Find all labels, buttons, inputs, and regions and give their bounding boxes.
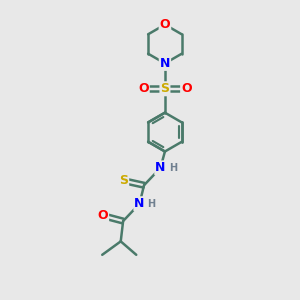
Text: N: N [134,197,145,210]
Text: O: O [181,82,192,95]
Text: N: N [160,57,170,70]
Text: N: N [155,161,166,174]
Text: S: S [119,174,128,187]
Text: O: O [138,82,149,95]
Text: H: H [169,163,178,173]
Text: O: O [98,209,108,222]
Text: O: O [160,18,170,31]
Text: S: S [160,82,169,95]
Text: H: H [148,199,156,209]
